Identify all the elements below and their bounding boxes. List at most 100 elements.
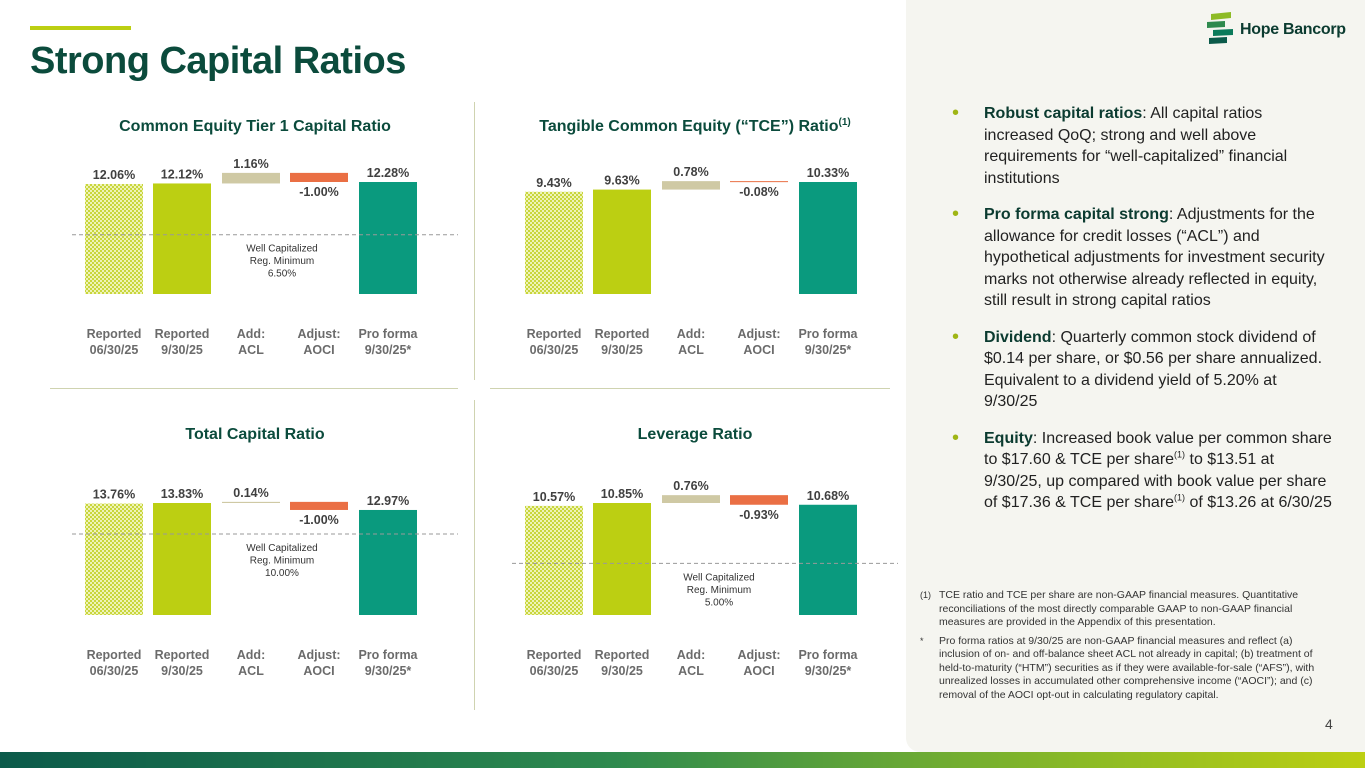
chart-cet1-title: Common Equity Tier 1 Capital Ratio bbox=[119, 118, 391, 135]
chart-leverage-category-label-3: Adjust: bbox=[737, 648, 780, 662]
chart-total-capital-svg: Total Capital Ratio 13.76% 13.83% 0.14% -1.0… bbox=[72, 426, 458, 678]
divider-vertical-bottom bbox=[474, 400, 475, 710]
bullet-equity: • Equity: Increased book value per common… bbox=[952, 426, 1332, 511]
bullet-pro-forma: • Pro forma capital strong: Adjustments f… bbox=[952, 203, 1325, 310]
chart-cet1: Common Equity Tier 1 Capital Ratio 12.06%… bbox=[50, 112, 460, 372]
bullet-dot-icon: • bbox=[952, 426, 960, 449]
chart-total-capital: Total Capital Ratio 13.76% 13.83% 0.14% -1.0… bbox=[50, 420, 460, 690]
chart-tce-bar-3 bbox=[730, 181, 788, 183]
divider-horizontal-left bbox=[50, 388, 458, 389]
chart-leverage-bar-1 bbox=[593, 503, 651, 615]
chart-leverage-threshold-label-1: Reg. Minimum bbox=[687, 585, 751, 596]
bullet-dot-icon: • bbox=[952, 102, 960, 124]
chart-tce-category-label-2: ACL bbox=[678, 343, 704, 357]
chart-cet1-category-label-4: Pro forma bbox=[358, 327, 418, 341]
chart-total-capital-threshold-label-0: Well Capitalized bbox=[246, 543, 318, 554]
bullet-dot-icon: • bbox=[952, 325, 960, 348]
footnote-asterisk: * Pro forma ratios at 9/30/25 are non-GAA… bbox=[920, 634, 1315, 701]
footnotes: (1) TCE ratio and TCE per share are non-G… bbox=[920, 589, 1332, 707]
footnote-1: (1) TCE ratio and TCE per share are non-G… bbox=[920, 589, 1299, 628]
chart-cet1-bar-0 bbox=[85, 184, 143, 294]
chart-leverage-data-label-4: 10.68% bbox=[807, 489, 849, 503]
chart-tce-bar-4 bbox=[799, 182, 857, 294]
chart-total-capital-category-label-0: 06/30/25 bbox=[90, 664, 139, 678]
side-panel bbox=[906, 0, 1365, 752]
chart-total-capital-data-label-4: 12.97% bbox=[367, 494, 409, 508]
chart-cet1-data-label-0: 12.06% bbox=[93, 168, 135, 182]
chart-total-capital-bar-3 bbox=[290, 501, 348, 510]
chart-total-capital-threshold-label-2: 10.00% bbox=[265, 568, 299, 579]
chart-tce-category-label-1: Reported bbox=[595, 327, 650, 341]
chart-leverage-category-label-1: 9/30/25 bbox=[601, 664, 643, 678]
chart-cet1-category-label-0: 06/30/25 bbox=[90, 343, 139, 357]
chart-tce-bar-1 bbox=[593, 189, 651, 294]
hope-bancorp-logo-mark-icon bbox=[1207, 12, 1233, 44]
logo: Hope Bancorp bbox=[1207, 12, 1347, 46]
chart-cet1-bar-4 bbox=[359, 182, 417, 294]
chart-total-capital-category-label-2: ACL bbox=[238, 664, 264, 678]
chart-leverage-category-label-2: Add: bbox=[677, 648, 705, 662]
chart-cet1-category-label-1: 9/30/25 bbox=[161, 343, 203, 357]
chart-tce-category-label-4: Pro forma bbox=[798, 327, 858, 341]
chart-total-capital-category-label-3: Adjust: bbox=[297, 648, 340, 662]
chart-cet1-data-label-1: 12.12% bbox=[161, 167, 203, 181]
chart-leverage-bar-0 bbox=[525, 505, 583, 615]
chart-leverage-category-label-0: Reported bbox=[527, 648, 582, 662]
chart-cet1-data-label-2: 1.16% bbox=[233, 157, 268, 171]
chart-cet1-bar-1 bbox=[153, 183, 211, 294]
chart-cet1-threshold-label-2: 6.50% bbox=[268, 269, 296, 280]
chart-tce-data-label-4: 10.33% bbox=[807, 166, 849, 180]
chart-cet1-category-label-3: AOCI bbox=[303, 343, 334, 357]
chart-tce-category-label-3: Adjust: bbox=[737, 327, 780, 341]
chart-leverage: Leverage Ratio 10.57% 10.85% 0.76% -0.93% 10.… bbox=[490, 420, 900, 690]
chart-total-capital-data-label-2: 0.14% bbox=[233, 486, 268, 500]
chart-leverage-category-label-2: ACL bbox=[678, 664, 704, 678]
chart-leverage-bar-3 bbox=[730, 495, 788, 505]
bullet-list: • Robust capital ratios: All capital rati… bbox=[952, 103, 1332, 529]
chart-total-capital-category-label-3: AOCI bbox=[303, 664, 334, 678]
chart-cet1-data-label-4: 12.28% bbox=[367, 166, 409, 180]
chart-total-capital-data-label-3: -1.00% bbox=[299, 513, 339, 527]
bullet-capital-ratios: • Robust capital ratios: All capital rati… bbox=[952, 102, 1288, 187]
chart-tce-data-label-2: 0.78% bbox=[673, 165, 708, 179]
chart-cet1-svg: Common Equity Tier 1 Capital Ratio 12.06%… bbox=[72, 118, 458, 357]
chart-cet1-threshold-label-1: Reg. Minimum bbox=[250, 256, 314, 267]
chart-total-capital-category-label-1: Reported bbox=[155, 648, 210, 662]
bottom-gradient-band bbox=[0, 752, 1365, 768]
chart-total-capital-bar-2 bbox=[222, 501, 280, 503]
divider-vertical-top bbox=[474, 102, 475, 380]
chart-leverage-category-label-0: 06/30/25 bbox=[530, 664, 579, 678]
chart-cet1-category-label-0: Reported bbox=[87, 327, 142, 341]
chart-leverage-category-label-4: 9/30/25* bbox=[805, 664, 852, 678]
chart-leverage-bar-2 bbox=[662, 495, 720, 503]
chart-total-capital-category-label-4: 9/30/25* bbox=[365, 664, 412, 678]
chart-leverage-data-label-3: -0.93% bbox=[739, 508, 779, 522]
chart-total-capital-category-label-4: Pro forma bbox=[358, 648, 418, 662]
chart-leverage-category-label-4: Pro forma bbox=[798, 648, 858, 662]
chart-leverage-data-label-0: 10.57% bbox=[533, 490, 575, 504]
chart-tce-data-label-1: 9.63% bbox=[604, 174, 639, 188]
chart-tce: Tangible Common Equity (“TCE”) Ratio(1) 9… bbox=[490, 112, 900, 372]
chart-leverage-bar-4 bbox=[799, 504, 857, 615]
page-title: Strong Capital Ratios bbox=[30, 40, 406, 82]
chart-tce-category-label-0: Reported bbox=[527, 327, 582, 341]
chart-cet1-category-label-2: ACL bbox=[238, 343, 264, 357]
chart-leverage-category-label-3: AOCI bbox=[743, 664, 774, 678]
chart-tce-category-label-4: 9/30/25* bbox=[805, 343, 852, 357]
bullet-dividend: • Dividend: Quarterly common stock divide… bbox=[952, 325, 1323, 410]
chart-tce-title: Tangible Common Equity (“TCE”) Ratio(1) bbox=[539, 117, 850, 135]
chart-cet1-threshold-label-0: Well Capitalized bbox=[246, 244, 318, 255]
chart-total-capital-bar-1 bbox=[153, 503, 211, 615]
chart-leverage-svg: Leverage Ratio 10.57% 10.85% 0.76% -0.93% 10.… bbox=[512, 426, 898, 678]
chart-total-capital-bar-4 bbox=[359, 509, 417, 615]
chart-leverage-category-label-1: Reported bbox=[595, 648, 650, 662]
chart-tce-bar-0 bbox=[525, 191, 583, 294]
chart-total-capital-title: Total Capital Ratio bbox=[185, 426, 324, 443]
chart-total-capital-data-label-1: 13.83% bbox=[161, 487, 203, 501]
chart-leverage-threshold-label-2: 5.00% bbox=[705, 597, 733, 608]
chart-tce-category-label-2: Add: bbox=[677, 327, 705, 341]
chart-cet1-bar-3 bbox=[290, 172, 348, 182]
chart-total-capital-category-label-1: 9/30/25 bbox=[161, 664, 203, 678]
logo-text: Hope Bancorp bbox=[1240, 21, 1346, 38]
chart-leverage-title: Leverage Ratio bbox=[638, 426, 753, 443]
